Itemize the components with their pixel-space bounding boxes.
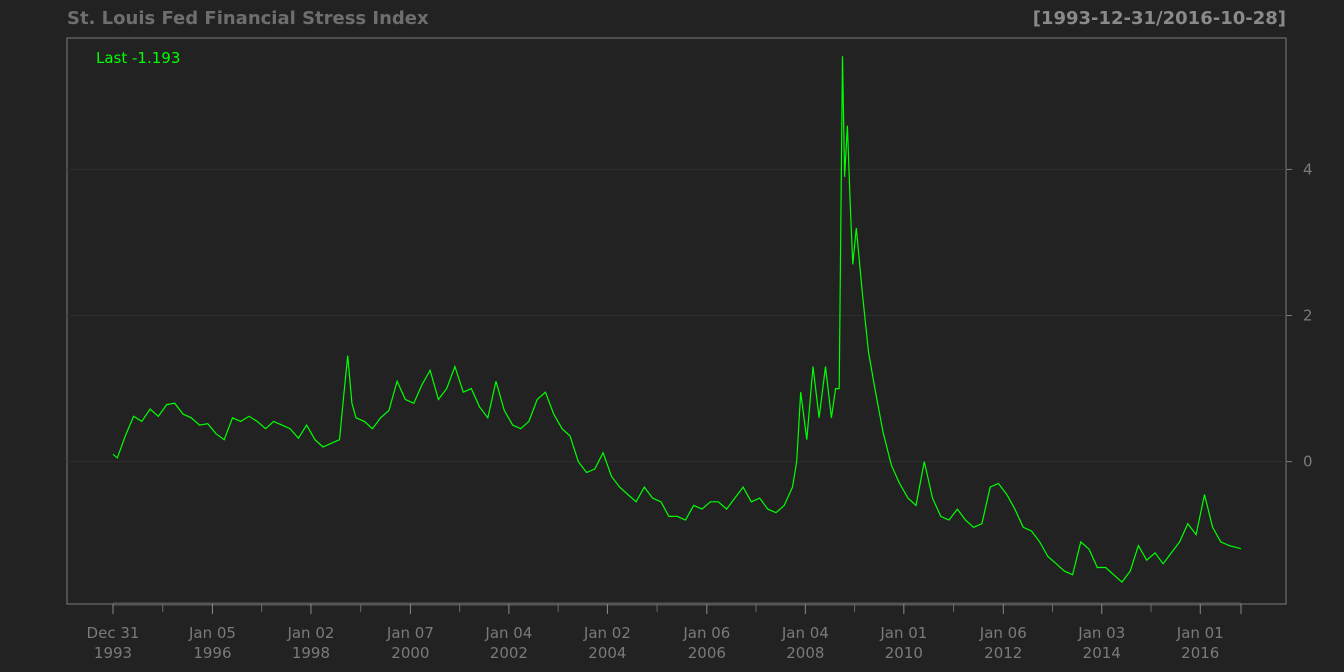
x-tick-label: Jan 06 <box>979 624 1027 642</box>
x-tick-label: Jan 05 <box>188 624 236 642</box>
x-tick-label: 2004 <box>588 644 626 662</box>
x-tick-label: Dec 31 <box>87 624 140 642</box>
x-tick-label: Jan 04 <box>781 624 829 642</box>
last-value-label: Last -1.193 <box>96 49 180 67</box>
x-tick-label: 2014 <box>1083 644 1121 662</box>
x-tick-label: Jan 04 <box>484 624 532 642</box>
x-tick-label: Jan 02 <box>286 624 334 642</box>
x-axis: Dec 31 1993 Jan 05 1996 Jan 02 1998 Jan 07 2000… <box>87 602 1242 662</box>
x-tick-label: 2006 <box>688 644 726 662</box>
x-tick-label: 2010 <box>885 644 923 662</box>
x-tick-label: Jan 01 <box>879 624 927 642</box>
series-line <box>112 56 1242 583</box>
chart-title: St. Louis Fed Financial Stress Index <box>67 8 429 29</box>
plot-border <box>66 37 1287 605</box>
grid-lines <box>67 168 1286 463</box>
x-tick-label: 2002 <box>490 644 528 662</box>
x-tick-label: Jan 03 <box>1077 624 1125 642</box>
x-tick-label: 2008 <box>786 644 824 662</box>
x-tick-label: 2012 <box>984 644 1022 662</box>
x-tick-label: 1998 <box>292 644 330 662</box>
y-axis: 0 2 4 <box>1286 160 1313 471</box>
date-range-label: [1993-12-31/2016-10-28] <box>1032 8 1286 29</box>
y-tick-label: 4 <box>1303 160 1313 178</box>
y-tick-label: 0 <box>1303 453 1313 471</box>
y-tick-label: 2 <box>1303 307 1313 325</box>
x-tick-label: Jan 01 <box>1176 624 1224 642</box>
x-tick-label: Jan 07 <box>386 624 434 642</box>
x-tick-label: 2000 <box>391 644 429 662</box>
x-tick-label: Jan 06 <box>682 624 730 642</box>
x-tick-label: 2016 <box>1181 644 1219 662</box>
x-tick-label: Jan 02 <box>583 624 631 642</box>
x-tick-label: 1993 <box>94 644 132 662</box>
x-tick-label: 1996 <box>193 644 231 662</box>
